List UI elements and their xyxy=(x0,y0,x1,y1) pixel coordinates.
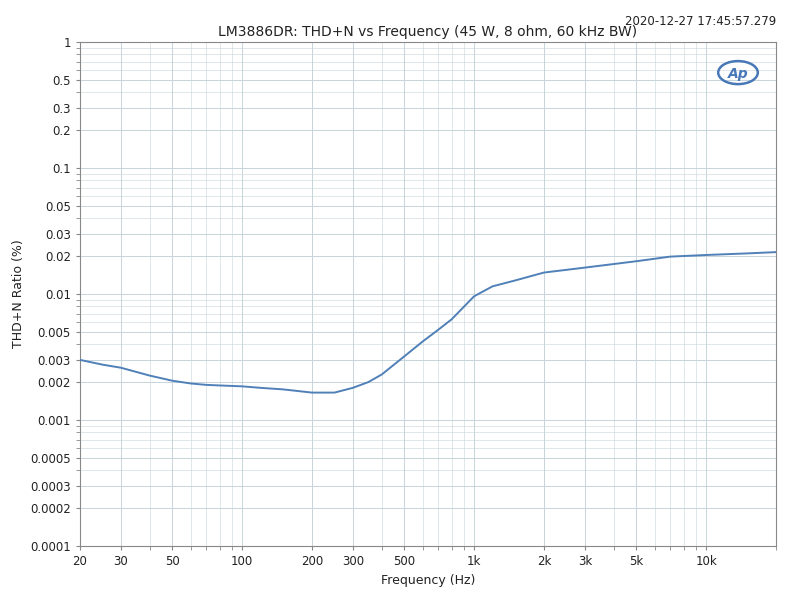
Title: LM3886DR: THD+N vs Frequency (45 W, 8 ohm, 60 kHz BW): LM3886DR: THD+N vs Frequency (45 W, 8 oh… xyxy=(218,25,638,40)
Text: Ap: Ap xyxy=(728,67,748,81)
X-axis label: Frequency (Hz): Frequency (Hz) xyxy=(381,574,475,587)
Y-axis label: THD+N Ratio (%): THD+N Ratio (%) xyxy=(12,239,25,349)
Text: 2020-12-27 17:45:57.279: 2020-12-27 17:45:57.279 xyxy=(625,15,776,28)
